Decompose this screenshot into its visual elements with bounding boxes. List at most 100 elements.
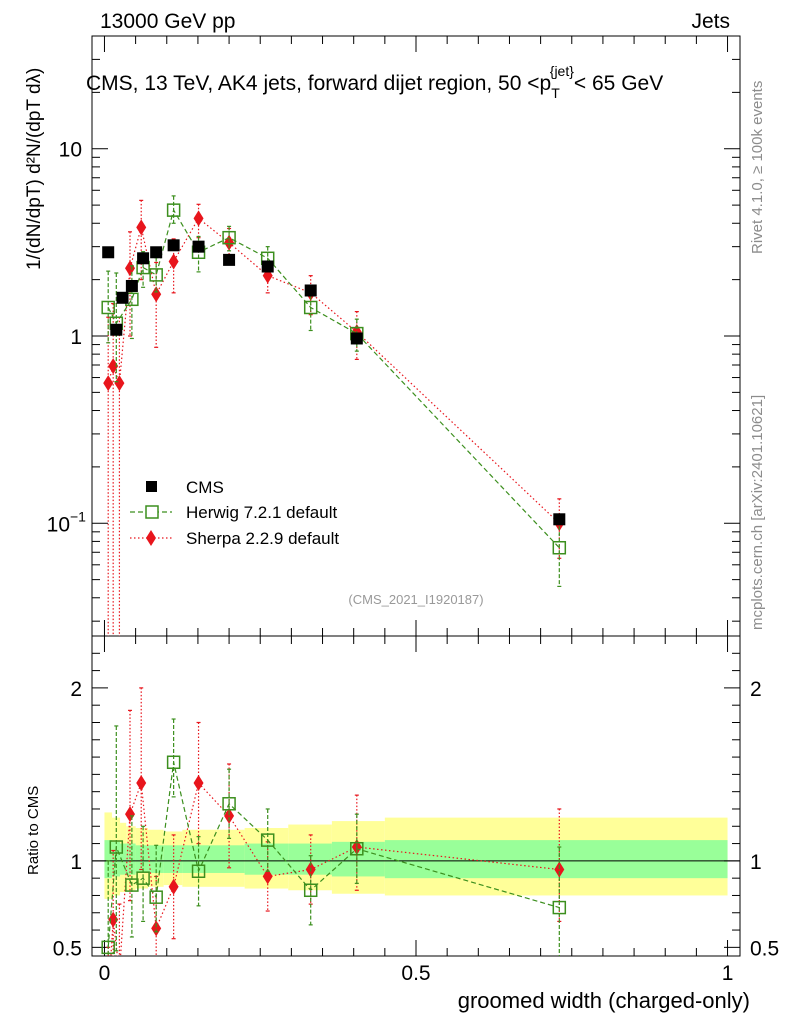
sherpa-point [193, 210, 204, 227]
header-left: 13000 GeV pp [100, 10, 235, 33]
xtick-label-0: 0 [99, 962, 111, 985]
axis-ticks [92, 35, 740, 956]
main-ytick-label-10: 10 [59, 139, 82, 162]
ratio-sherpa-point [151, 920, 162, 937]
cms-point [350, 332, 363, 345]
header-right: Jets [691, 10, 730, 33]
ratio-sherpa-point [125, 806, 136, 823]
sherpa-point [103, 375, 114, 392]
ratio-herwig-point [350, 842, 364, 856]
legend-label-cms: CMS [186, 478, 224, 497]
main-ytick-label-0-1: 10 −1 [47, 508, 87, 536]
main-ytick-label-0-1-base: 10 [47, 513, 70, 536]
legend-marker-sherpa [146, 530, 156, 546]
cms-point [125, 279, 138, 292]
band-green-0 [104, 840, 112, 879]
chart-title-suffix: < 65 GeV [574, 72, 663, 95]
chart-title-superscript: {jet} [550, 63, 574, 79]
ratio-herwig-point [260, 833, 275, 847]
cms-point [102, 246, 115, 259]
main-ytick-label-1: 1 [70, 326, 82, 349]
herwig-point [101, 300, 115, 315]
main-y-axis-label: 1/(dN/dpT) d²N/(dpT dλ) [24, 68, 45, 270]
herwig-point [222, 230, 236, 245]
herwig-point [166, 203, 181, 217]
analysis-watermark: (CMS_2021_I1920187) [348, 592, 483, 607]
ratio-herwig-point [166, 755, 181, 770]
legend-label-sherpa: Sherpa 2.2.9 default [186, 529, 339, 548]
band-green-4 [135, 845, 149, 873]
ratio-sherpa-point [262, 868, 273, 885]
band-green-2 [120, 843, 127, 875]
main-ytick-label-0-1-exponent: −1 [70, 508, 86, 524]
ratio-ytick-label-0-5: 0.5 [53, 937, 82, 960]
herwig-line [107, 208, 560, 549]
ratio-herwig-point [136, 871, 150, 885]
ratio-sherpa-point [114, 965, 124, 981]
herwig-point [303, 300, 318, 315]
x-axis-label: groomed width (charged-only) [458, 988, 750, 1013]
sherpa-point [108, 358, 119, 375]
band-green-6 [163, 845, 183, 873]
cms-point [110, 323, 123, 336]
legend-marker-herwig [145, 505, 159, 519]
xtick-label-1: 1 [722, 962, 734, 985]
legend-marker-cms [146, 481, 157, 492]
main-y-axis-label-text: 1/(dN/dpT) d²N/(dpT dλ) [24, 68, 45, 270]
chart-title-prefix: CMS, 13 TeV, AK4 jets, forward dijet reg… [86, 72, 551, 95]
legend: CMS Herwig 7.2.1 default Sherpa 2.2.9 de… [130, 478, 339, 548]
ratio-sherpa-point [103, 991, 113, 1007]
cms-point [137, 252, 150, 265]
mcplots-label: mcplots.cern.ch [arXiv:2401.10621] [749, 395, 766, 630]
herwig-point [149, 268, 163, 282]
sherpa-point [114, 375, 125, 392]
cms-point [261, 260, 274, 273]
ratio-ytick-label-right-0-5: 0.5 [750, 937, 779, 960]
ratio-plot-frame [91, 635, 741, 957]
herwig-point [552, 540, 567, 555]
rivet-version-text: Rivet 4.1.0, ≥ 100k events [749, 81, 766, 254]
xtick-label-0-5: 0.5 [401, 962, 430, 985]
rivet-version-label: Rivet 4.1.0, ≥ 100k events [749, 81, 766, 254]
band-green-3 [126, 843, 136, 875]
mcplots-text: mcplots.cern.ch [arXiv:2401.10621] [749, 395, 766, 630]
uncertainty-bands [104, 812, 728, 899]
cms-point [304, 284, 317, 297]
sherpa-point [151, 286, 162, 303]
ratio-herwig-point [222, 797, 236, 811]
cms-point [150, 246, 163, 259]
cms-point [223, 253, 236, 266]
ratio-ytick-label-1: 1 [70, 851, 82, 874]
ratio-herwig-line [107, 762, 560, 948]
ratio-ytick-label-right-2: 2 [750, 678, 762, 701]
ratio-y-axis-label-text: Ratio to CMS [25, 786, 42, 875]
sherpa-point [136, 219, 147, 236]
ratio-sherpa-point [224, 807, 235, 824]
ratio-herwig-point [191, 864, 206, 878]
ratio-herwig-point [125, 878, 139, 892]
ratio-series-layer [101, 687, 567, 1007]
cms-point [116, 291, 129, 304]
sherpa-point [125, 260, 136, 277]
ratio-sherpa-point [168, 878, 179, 895]
chart-title: CMS, 13 TeV, AK4 jets, forward dijet reg… [86, 63, 663, 101]
ratio-herwig-point [552, 900, 567, 915]
ratio-sherpa-point [554, 861, 565, 878]
ratio-herwig-point [109, 840, 124, 854]
main-series-layer [101, 195, 567, 636]
ratio-herwig-point [303, 883, 318, 898]
cms-point [192, 240, 205, 253]
band-green-9 [244, 843, 289, 875]
cms-point [553, 513, 566, 526]
ratio-sherpa-point [136, 775, 147, 792]
sherpa-point [168, 253, 179, 270]
ratio-sherpa-point [193, 775, 204, 792]
ratio-herwig-point [101, 940, 115, 955]
ratio-y-axis-label: Ratio to CMS [25, 786, 42, 875]
ratio-sherpa-point [108, 911, 119, 928]
ratio-ytick-label-2: 2 [70, 678, 82, 701]
cms-point [167, 239, 180, 252]
ratio-herwig-point [149, 890, 163, 904]
legend-label-herwig: Herwig 7.2.1 default [186, 503, 337, 522]
